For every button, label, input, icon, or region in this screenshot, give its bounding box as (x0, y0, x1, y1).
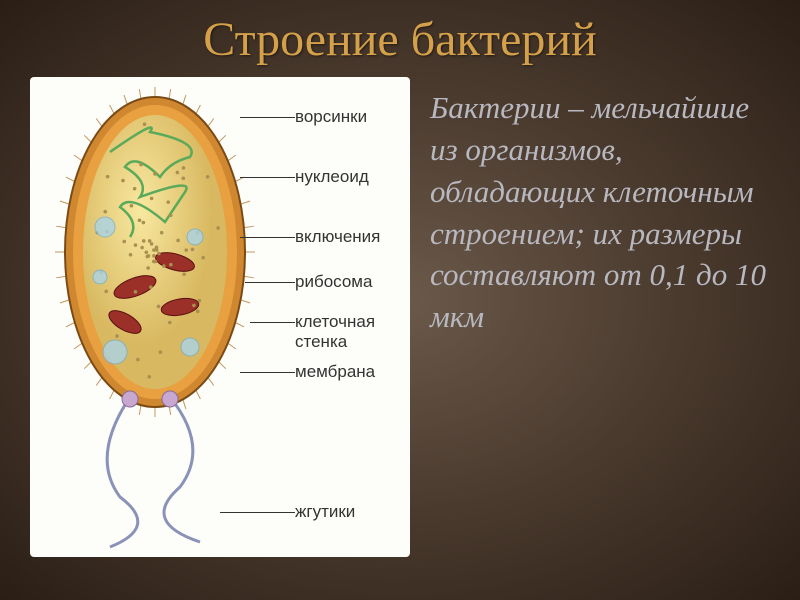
leader-line (220, 512, 295, 513)
leader-line (250, 322, 295, 323)
page-title: Строение бактерий (0, 0, 800, 67)
leader-line (245, 282, 295, 283)
diagram-label: включения (295, 227, 380, 247)
description-text: Бактерии – мельчайшие из организмов, обл… (430, 77, 770, 557)
leader-line (240, 117, 295, 118)
leader-line (240, 177, 295, 178)
flagella (107, 397, 200, 547)
leader-line (240, 237, 295, 238)
diagram-label: клеточнаястенка (295, 312, 375, 352)
diagram-label: нуклеоид (295, 167, 369, 187)
diagram-label: ворсинки (295, 107, 367, 127)
bacteria-diagram: ворсинки нуклеоид включения рибосома клеточн… (30, 77, 410, 557)
diagram-label: мембрана (295, 362, 375, 382)
diagram-label: рибосома (295, 272, 372, 292)
content-area: ворсинки нуклеоид включения рибосома клеточн… (0, 67, 800, 567)
leader-line (240, 372, 295, 373)
diagram-label: жгутики (295, 502, 355, 522)
